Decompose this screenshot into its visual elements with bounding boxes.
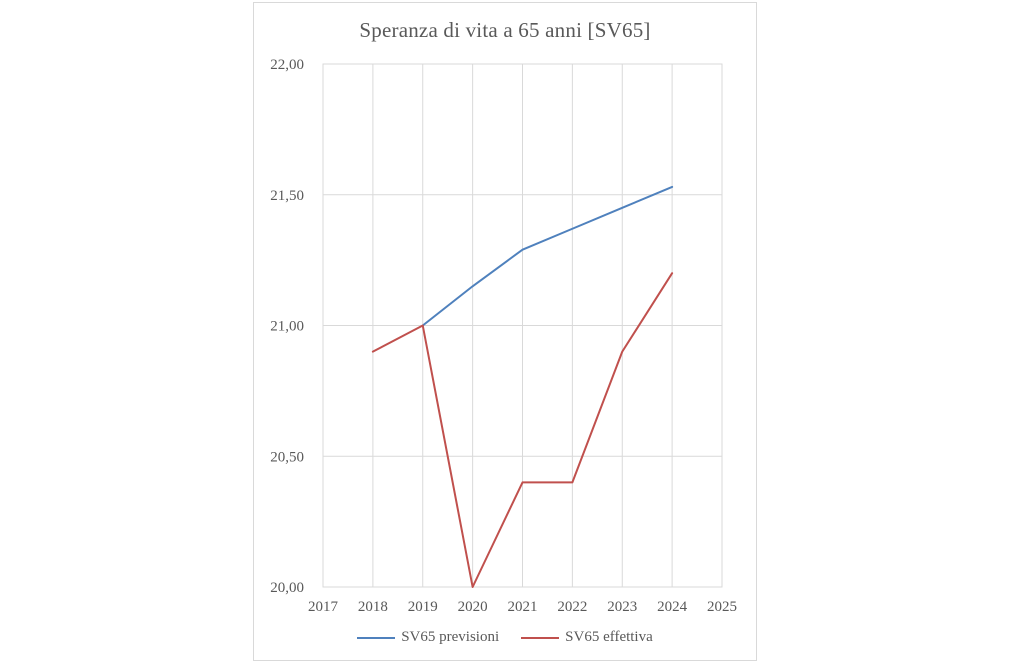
plot-area: 20,00 20,50 21,00 21,50 22,00 2017 2018 2019 202… — [270, 57, 737, 615]
y-axis-tick-label: 21,50 — [270, 188, 304, 204]
series-line-sv65-previsioni — [421, 185, 674, 327]
legend-line-marker — [357, 636, 396, 639]
y-axis-tick-label: 20,50 — [270, 449, 304, 465]
y-axis-tick-label: 22,00 — [270, 57, 304, 73]
legend-label: SV65 effettiva — [565, 629, 653, 645]
series-line-sv65-effettiva — [371, 272, 674, 588]
legend-label: SV65 previsioni — [401, 629, 500, 645]
x-axis-tick-label: 2019 — [408, 599, 438, 615]
x-axis-tick-label: 2020 — [458, 599, 488, 615]
chart: 20,00 20,50 21,00 21,50 22,00 2017 2018 2019 202… — [253, 2, 757, 661]
legend: SV65 previsioni SV65 effettiva — [254, 629, 756, 646]
legend-item-sv65-previsioni: SV65 previsioni — [357, 629, 499, 646]
x-axis-tick-label: 2025 — [707, 599, 737, 615]
chart-title: Speranza di vita a 65 anni [SV65] — [359, 18, 651, 42]
x-axis-tick-label: 2024 — [657, 599, 688, 615]
x-axis-tick-label: 2022 — [557, 599, 587, 615]
x-axis-tick-label: 2021 — [508, 599, 538, 615]
x-axis-tick-label: 2023 — [607, 599, 637, 615]
y-axis-tick-label: 20,00 — [270, 580, 304, 596]
x-axis-tick-label: 2017 — [308, 599, 339, 615]
x-axis-tick-label: 2018 — [358, 599, 388, 615]
legend-item-sv65-effettiva: SV65 effettiva — [521, 629, 653, 646]
y-axis-tick-label: 21,00 — [270, 319, 304, 335]
legend-line-marker — [521, 636, 560, 639]
plot-border — [322, 63, 723, 588]
